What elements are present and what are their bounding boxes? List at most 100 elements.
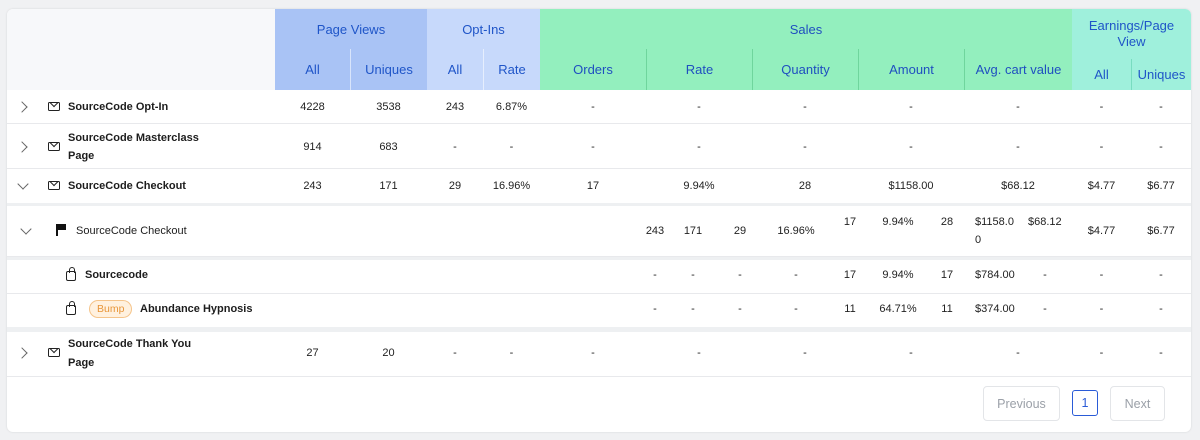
- cell-ep-uniques: -: [1159, 141, 1163, 153]
- header-oi-all[interactable]: All: [427, 49, 483, 90]
- cell-ep-all: -: [1099, 101, 1104, 113]
- header-sales-label: Sales: [789, 21, 823, 37]
- cell-oi-rate: -: [794, 303, 798, 315]
- header-ep-uniques-label: Uniques: [1137, 67, 1186, 82]
- row-name[interactable]: Sourcecode: [85, 269, 148, 281]
- cell-oi-rate: 16.96%: [777, 225, 815, 237]
- mail-icon: [48, 181, 60, 190]
- cell-pv-uniques: -: [691, 269, 695, 281]
- header-oi-rate-label: Rate: [498, 62, 526, 77]
- cell-rate: 9.94%: [882, 216, 914, 228]
- header-pv-uniques[interactable]: Uniques: [350, 49, 427, 90]
- next-button[interactable]: Next: [1110, 386, 1165, 421]
- cell-amount-line1: $1158.0: [975, 216, 1014, 228]
- header-opt-ins-label: Opt-Ins: [462, 21, 505, 37]
- cell-oi-all: -: [738, 269, 742, 281]
- table-row-optin[interactable]: [7, 90, 1191, 124]
- cell-avg-cart: $68.12: [1001, 180, 1035, 192]
- shopping-bag-icon: [66, 301, 76, 315]
- row-name-line1[interactable]: SourceCode Thank You: [68, 338, 192, 350]
- header-avg-cart[interactable]: Avg. cart value: [964, 49, 1072, 90]
- header-opt-ins: Opt-Ins: [427, 9, 540, 49]
- cell-ep-uniques: -: [1159, 347, 1163, 359]
- cell-amount: $784.00: [975, 269, 1015, 281]
- cell-orders: 17: [843, 216, 857, 228]
- table-row-thankyou[interactable]: [7, 332, 1191, 377]
- cell-pv-uniques: 20: [382, 347, 395, 359]
- cell-avg-cart: -: [1043, 303, 1047, 315]
- cell-pv-all: 27: [306, 347, 319, 359]
- cell-ep-all: $4.77: [1087, 225, 1116, 237]
- header-page-views-label: Page Views: [316, 21, 386, 37]
- previous-button[interactable]: Previous: [983, 386, 1060, 421]
- cell-amount: -: [909, 101, 913, 113]
- cell-oi-rate: 6.87%: [495, 101, 528, 113]
- page-1-button[interactable]: 1: [1072, 390, 1098, 416]
- table-row-checkout-step[interactable]: [7, 206, 1191, 257]
- cell-amount: $1158.00: [888, 180, 934, 192]
- cell-oi-all: -: [453, 141, 457, 153]
- header-oi-rate[interactable]: Rate: [483, 49, 540, 90]
- cell-amount-line2: 0: [975, 234, 982, 246]
- stats-table-card: Page Views Opt-Ins Sales Earnings/Page V…: [7, 9, 1191, 432]
- row-name-line2[interactable]: Page: [68, 357, 95, 369]
- row-name-line1[interactable]: SourceCode Masterclass: [68, 132, 199, 144]
- cell-orders: 17: [843, 269, 857, 281]
- bump-badge: Bump: [89, 300, 133, 318]
- header-rate[interactable]: Rate: [646, 49, 752, 90]
- cell-ep-uniques: $6.77: [1147, 225, 1175, 237]
- section-divider: [7, 203, 1191, 206]
- header-quantity[interactable]: Quantity: [752, 49, 858, 90]
- row-name[interactable]: Abundance Hypnosis: [140, 303, 253, 315]
- cell-rate: 9.94%: [882, 269, 914, 281]
- header-orders-label: Orders: [573, 62, 613, 77]
- cell-quantity: -: [803, 101, 807, 113]
- cell-pv-all: 914: [303, 141, 322, 153]
- cell-quantity: 28: [798, 180, 812, 192]
- cell-pv-uniques: 683: [379, 141, 398, 153]
- cell-quantity: 11: [941, 303, 953, 315]
- cell-quantity: 28: [940, 216, 954, 228]
- row-name[interactable]: SourceCode Opt-In: [68, 101, 169, 113]
- header-quantity-label: Quantity: [781, 62, 830, 77]
- table-row-masterclass[interactable]: [7, 124, 1191, 169]
- header-ep-uniques[interactable]: Uniques: [1131, 59, 1191, 90]
- mail-icon: [48, 348, 60, 357]
- cell-oi-all: -: [738, 303, 742, 315]
- header-orders[interactable]: Orders: [540, 49, 646, 90]
- cell-oi-all: -: [453, 347, 457, 359]
- row-name[interactable]: SourceCode Checkout: [68, 180, 186, 192]
- header-empty: [7, 9, 275, 90]
- cell-amount: -: [909, 141, 913, 153]
- header-oi-all-label: All: [447, 62, 463, 77]
- cell-amount: -: [909, 347, 913, 359]
- cell-orders: -: [591, 141, 595, 153]
- row-name[interactable]: SourceCode Checkout: [76, 225, 187, 237]
- cell-ep-all: -: [1099, 141, 1104, 153]
- shopping-bag-icon: [66, 267, 76, 281]
- row-name-line2[interactable]: Page: [68, 150, 95, 162]
- cell-ep-uniques: $6.77: [1147, 180, 1175, 192]
- cell-pv-all: 243: [303, 180, 322, 192]
- cell-rate: -: [697, 101, 701, 113]
- cell-ep-all: -: [1099, 303, 1104, 315]
- cell-ep-all: -: [1099, 347, 1104, 359]
- header-ep-all[interactable]: All: [1072, 59, 1131, 90]
- header-amount[interactable]: Amount: [858, 49, 964, 90]
- table-row-product-sourcecode[interactable]: [7, 260, 1191, 294]
- cell-oi-all: 29: [448, 180, 462, 192]
- header-pv-uniques-label: Uniques: [365, 62, 413, 77]
- cell-rate: 9.94%: [683, 180, 715, 192]
- cell-oi-all: 243: [445, 101, 465, 113]
- cell-quantity: 17: [940, 269, 954, 281]
- mail-icon: [48, 142, 60, 151]
- cell-avg-cart: -: [1016, 141, 1020, 153]
- cell-ep-uniques: -: [1159, 269, 1163, 281]
- cell-ep-all: -: [1099, 269, 1104, 281]
- header-pv-all[interactable]: All: [275, 49, 350, 90]
- mail-icon: [48, 102, 60, 111]
- cell-pv-uniques: 171: [379, 180, 398, 192]
- header-ep-all-label: All: [1094, 67, 1109, 82]
- cell-pv-all: 4228: [300, 101, 325, 113]
- section-divider: [7, 257, 1191, 260]
